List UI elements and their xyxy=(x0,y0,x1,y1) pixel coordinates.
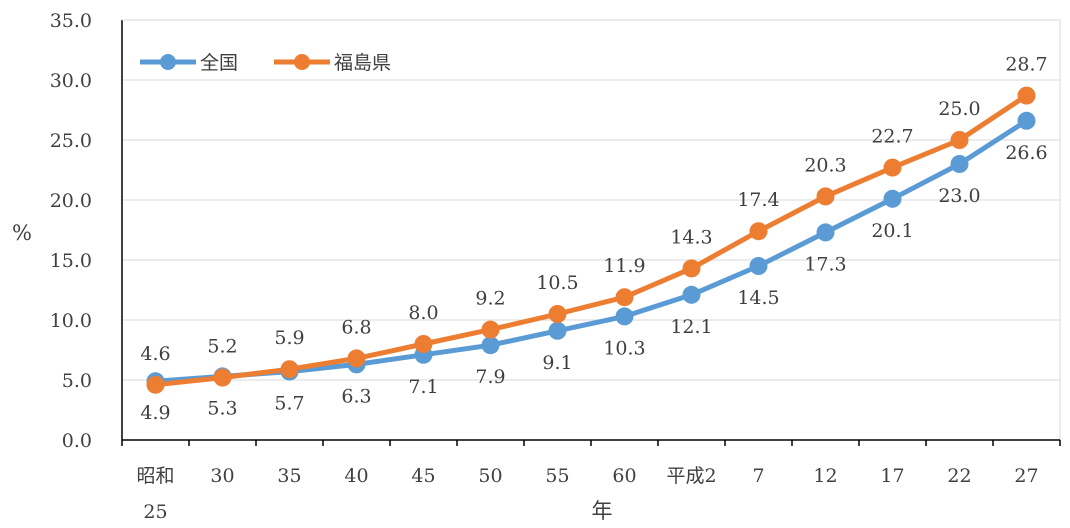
data-label: 14.3 xyxy=(670,226,712,248)
data-label: 11.9 xyxy=(603,255,645,277)
legend-marker xyxy=(294,54,310,70)
y-tick-label: 35.0 xyxy=(50,10,92,32)
data-point xyxy=(213,368,232,387)
data-label: 6.8 xyxy=(341,316,371,338)
x-tick-label: 昭和 25 xyxy=(136,465,174,523)
x-tick-label: 45 xyxy=(411,465,435,487)
data-label: 10.3 xyxy=(603,337,645,359)
data-label: 9.2 xyxy=(475,288,505,310)
data-point xyxy=(481,320,500,339)
series-lines xyxy=(146,86,1036,394)
x-tick-label: 平成2 xyxy=(666,465,716,487)
x-axis-title: 年 xyxy=(592,499,613,523)
data-label: 17.4 xyxy=(737,189,779,211)
y-tick-label: 5.0 xyxy=(62,370,92,392)
data-label: 5.7 xyxy=(274,393,304,415)
y-tick-label: 10.0 xyxy=(50,310,92,332)
legend-label: 全国 xyxy=(200,52,238,74)
data-label: 12.1 xyxy=(670,316,712,338)
x-tick-label: 55 xyxy=(545,465,569,487)
data-label: 10.5 xyxy=(536,272,578,294)
x-tick-label: 30 xyxy=(210,465,234,487)
x-tick-label: 17 xyxy=(880,465,904,487)
data-label: 6.3 xyxy=(341,385,371,407)
legend-marker xyxy=(160,54,176,70)
series-line xyxy=(153,118,1029,384)
y-tick-label: 30.0 xyxy=(50,70,92,92)
y-tick-label: 25.0 xyxy=(50,130,92,152)
data-label: 5.9 xyxy=(274,327,304,349)
data-point xyxy=(1017,86,1036,105)
data-point xyxy=(548,321,567,340)
y-tick-label: 0.0 xyxy=(62,430,92,452)
data-point xyxy=(883,189,902,208)
data-point xyxy=(615,307,634,326)
data-label: 17.3 xyxy=(804,253,846,275)
data-label: 4.6 xyxy=(140,343,170,365)
data-point xyxy=(548,305,567,323)
data-point xyxy=(280,360,299,379)
data-point xyxy=(146,375,165,394)
data-label: 7.9 xyxy=(475,366,505,388)
x-tick-label: 60 xyxy=(612,465,636,487)
data-point xyxy=(950,131,969,149)
y-tick-label: 15.0 xyxy=(50,250,92,272)
y-axis-title: % xyxy=(12,221,32,245)
data-point xyxy=(883,158,902,177)
x-tick-label: 50 xyxy=(478,465,502,487)
data-label: 7.1 xyxy=(408,376,438,398)
data-point xyxy=(682,285,701,304)
data-label: 20.1 xyxy=(871,220,913,242)
data-label: 8.0 xyxy=(408,302,438,324)
y-tick-label: 20.0 xyxy=(50,190,92,212)
data-point xyxy=(347,349,366,368)
data-label: 14.5 xyxy=(737,287,779,309)
data-label: 20.3 xyxy=(804,154,846,176)
data-label: 25.0 xyxy=(938,98,980,120)
legend: 全国 福島県 xyxy=(140,52,391,74)
data-labels: 4.9 5.3 5.7 6.3 7.1 7.9 9.1 10.3 12.1 14.5 17.3 20.… xyxy=(140,54,1047,425)
x-tick-label: 7 xyxy=(752,465,764,487)
data-point xyxy=(1017,111,1036,130)
data-point xyxy=(749,222,768,241)
x-tick-label: 12 xyxy=(813,465,837,487)
data-point xyxy=(816,187,835,206)
legend-label: 福島県 xyxy=(334,52,391,74)
x-tick-label: 27 xyxy=(1014,465,1038,487)
data-label: 4.9 xyxy=(140,402,170,424)
data-point xyxy=(682,259,701,278)
x-tick-label: 40 xyxy=(344,465,368,487)
axes: 0.0 5.0 10.0 15.0 20.0 25.0 30.0 35.0 昭和 25 30 35 40… xyxy=(50,10,1061,523)
data-point xyxy=(481,336,500,355)
data-point xyxy=(950,155,969,173)
data-point xyxy=(816,223,835,242)
data-label: 28.7 xyxy=(1005,54,1047,76)
data-label: 5.2 xyxy=(207,336,237,358)
x-tick-label: 22 xyxy=(947,465,971,487)
data-point xyxy=(749,257,768,275)
data-label: 23.0 xyxy=(938,185,980,207)
data-label: 5.3 xyxy=(207,397,237,419)
series-line xyxy=(153,93,1029,388)
data-point xyxy=(615,288,634,307)
data-label: 9.1 xyxy=(542,352,572,374)
data-label: 26.6 xyxy=(1005,142,1047,164)
data-label: 22.7 xyxy=(871,126,913,148)
x-tick-label: 35 xyxy=(277,465,301,487)
data-point xyxy=(414,335,433,353)
